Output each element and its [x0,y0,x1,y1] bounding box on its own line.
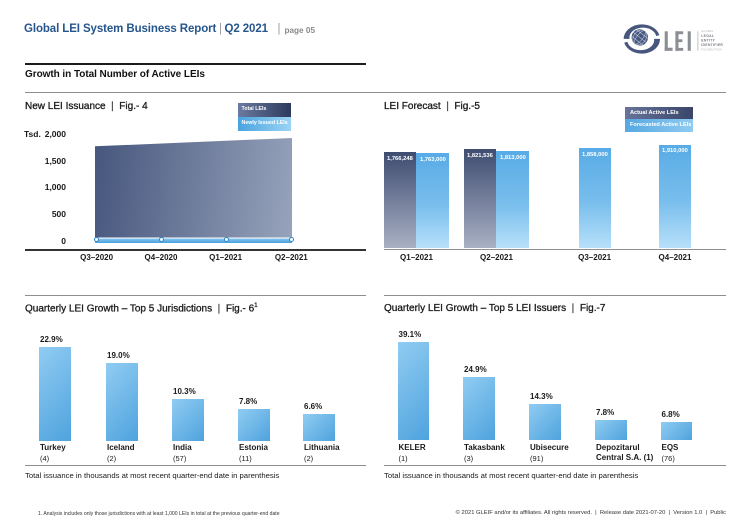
svg-text:FOUNDATION: FOUNDATION [701,47,722,51]
svg-text:IDENTIFIER: IDENTIFIER [701,43,723,47]
svg-text:LEGAL: LEGAL [701,34,714,38]
svg-text:ENTITY: ENTITY [701,38,715,42]
svg-text:GLOBAL: GLOBAL [701,29,714,33]
